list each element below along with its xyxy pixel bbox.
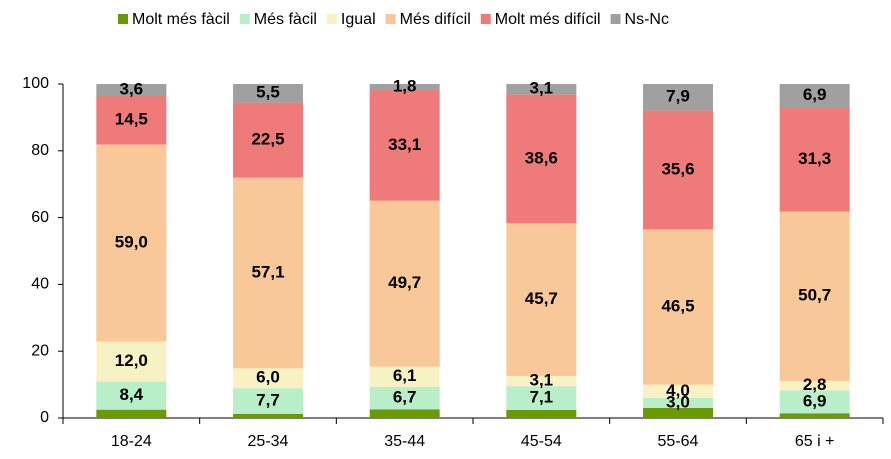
data-label: 3,1 [530,79,554,98]
bar-segment [506,84,577,95]
bar-segment [233,368,303,389]
legend-swatch [480,14,491,24]
bar-segment [233,413,303,418]
bar-segment [369,366,440,387]
bar-segment [643,229,713,385]
data-label: 3,1 [530,371,554,390]
data-label: 31,3 [798,149,831,168]
bar-segment [643,84,713,111]
bar-segment [369,90,440,201]
bar-segment [779,84,850,108]
x-tick-label: 55-64 [658,433,699,450]
data-label: 4,0 [666,381,690,400]
legend-swatch [385,14,396,24]
y-tick-label: 60 [31,209,49,226]
y-tick-label: 100 [22,75,49,92]
bar-segment [96,341,167,382]
bar-segment [369,409,440,418]
y-tick-label: 0 [40,409,49,426]
bar-segment [779,380,850,391]
legend-label: Molt més difícil [495,11,601,28]
data-label: 6,1 [393,366,417,385]
data-label: 6,9 [803,85,827,104]
data-label: 7,9 [666,87,690,106]
data-label: 46,5 [661,296,694,315]
legend-label: Més difícil [400,11,471,28]
data-label: 1,8 [393,76,417,95]
x-tick-label: 65 i + [795,433,835,450]
data-label: 2,8 [803,375,827,394]
data-label: 5,5 [256,83,280,102]
data-label: 14,5 [115,110,148,129]
data-label: 6,0 [256,368,280,387]
y-tick-label: 40 [31,276,49,293]
legend-swatch [610,14,621,24]
bar-segment [369,84,440,91]
legend-swatch [118,14,128,24]
bar-segment [643,384,713,398]
bar-segment [233,84,303,103]
bar-segment [643,110,713,230]
bar-segment [96,381,167,410]
bar-segment [96,96,167,145]
bar-segment [779,390,850,414]
bar-segment [233,102,303,178]
data-label: 7,7 [256,391,280,410]
bar-segment [506,94,577,224]
legend-label: Molt més fàcil [132,11,230,28]
data-label: 3,0 [666,392,690,411]
bar-segment [506,386,577,410]
data-label: 59,0 [115,232,148,251]
bar-segment [233,177,303,369]
legend-swatch [326,14,337,24]
data-label: 49,7 [388,273,421,292]
bar-segment [506,223,577,376]
data-label: 50,7 [798,286,831,305]
legend-label: Igual [341,11,376,28]
bar-segment [506,375,577,387]
y-tick-label: 20 [31,342,49,359]
data-label: 12,0 [115,351,148,370]
x-tick-label: 35-44 [384,433,425,450]
x-tick-label: 45-54 [521,433,562,450]
bar-segment [643,397,713,408]
legend-swatch [239,14,250,24]
y-tick-label: 80 [31,142,49,159]
bar-segment [643,407,713,418]
x-tick-label: 18-24 [111,433,152,450]
bar-segment [779,107,850,212]
data-label: 57,1 [251,262,284,281]
data-label: 3,6 [120,79,144,98]
bar-segment [369,200,440,367]
bar-segment [96,144,167,342]
bar-segment [96,84,167,97]
data-label: 33,1 [388,135,421,154]
bar-segment [369,386,440,410]
data-label: 6,9 [803,391,827,410]
bar-segment [779,413,850,418]
legend-label: Més fàcil [254,11,317,28]
x-tick-label: 25-34 [248,433,289,450]
data-label: 35,6 [661,159,694,178]
data-label: 38,6 [525,148,558,167]
data-label: 7,1 [530,388,554,407]
bar-segment [779,211,850,381]
data-label: 45,7 [525,289,558,308]
bar-segment [506,409,577,418]
data-label: 8,4 [120,385,144,404]
legend-label: Ns-Nc [625,11,669,28]
bar-segment [96,409,167,418]
data-label: 6,7 [393,388,417,407]
bar-segment [233,388,303,414]
data-label: 22,5 [251,129,284,148]
